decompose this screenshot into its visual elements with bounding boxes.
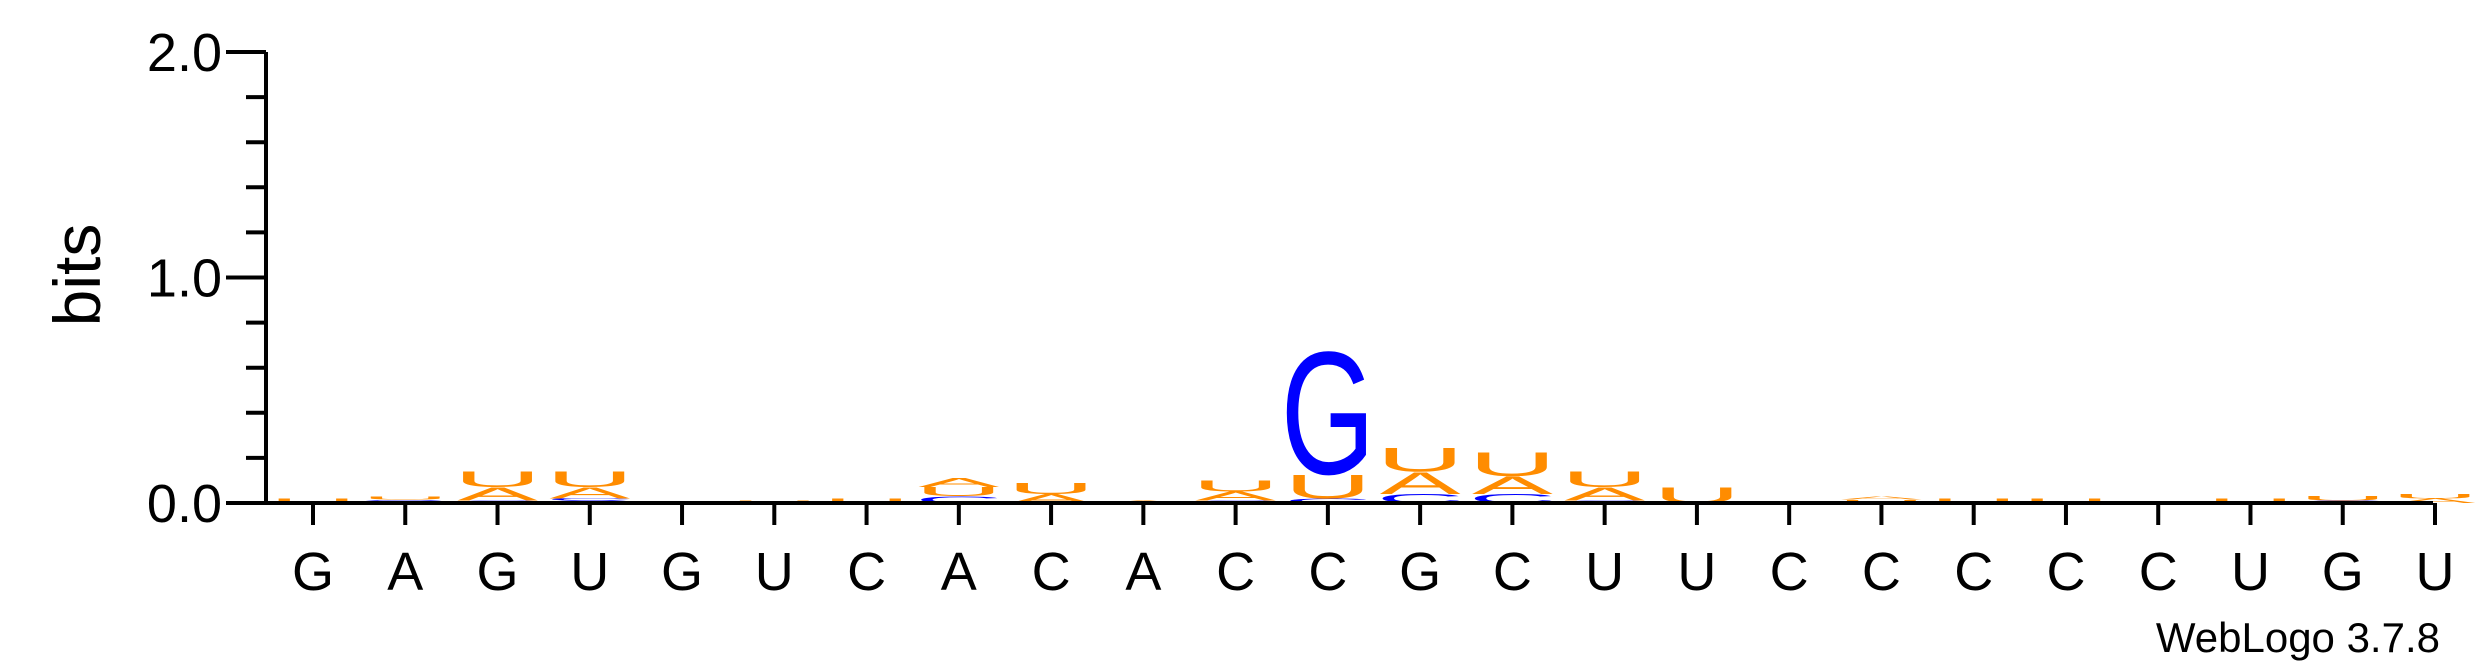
logo-glyph-A: A	[918, 476, 1000, 490]
logo-glyph-G: G	[1281, 315, 1375, 510]
position-label: U	[2416, 542, 2455, 602]
logo-glyph-U: U	[1561, 468, 1649, 492]
position-label: G	[1399, 542, 1441, 602]
weblogo-credit: WebLogo 3.7.8	[2156, 614, 2440, 661]
logo-glyph-U: U	[2391, 493, 2475, 500]
position-label: C	[2139, 542, 2178, 602]
y-axis: 0.0 1.0 2.0	[147, 23, 266, 534]
y-axis-label: bits	[40, 224, 114, 327]
position-label: C	[847, 542, 886, 602]
position-label: C	[1216, 542, 1255, 602]
logo-glyph-U: U	[546, 468, 634, 492]
position-label: A	[1125, 542, 1161, 602]
position-label: C	[1954, 542, 1993, 602]
position-label: A	[387, 542, 423, 602]
logo-stacks: UGUCAUGCAUUUCUAAUACAUCUGCAUCAUCAUUUAUUUC…	[269, 315, 2475, 510]
y-tick-label: 0.0	[147, 474, 222, 534]
position-label: U	[1585, 542, 1624, 602]
y-tick-label: 1.0	[147, 249, 222, 309]
position-label: G	[477, 542, 519, 602]
position-label: U	[570, 542, 609, 602]
position-label: C	[1493, 542, 1532, 602]
position-label: U	[755, 542, 794, 602]
logo-glyph-U: U	[361, 495, 449, 500]
position-label: G	[292, 542, 334, 602]
position-label: C	[2046, 542, 2085, 602]
position-label: U	[2231, 542, 2270, 602]
position-label: C	[1770, 542, 1809, 602]
position-label: C	[1862, 542, 1901, 602]
logo-glyph-A: A	[1841, 495, 1923, 500]
position-label: U	[1677, 542, 1716, 602]
position-label: A	[941, 542, 977, 602]
logo-glyph-U: U	[1469, 445, 1557, 484]
logo-glyph-U: U	[454, 468, 542, 492]
y-tick-label: 2.0	[147, 23, 222, 83]
position-label: C	[1308, 542, 1347, 602]
logo-glyph-U: U	[1007, 480, 1095, 497]
position-label: C	[1032, 542, 1071, 602]
position-label: G	[661, 542, 703, 602]
position-label: G	[2322, 542, 2364, 602]
logo-glyph-U: U	[1376, 440, 1464, 479]
logo-glyph-U: U	[1192, 478, 1280, 495]
